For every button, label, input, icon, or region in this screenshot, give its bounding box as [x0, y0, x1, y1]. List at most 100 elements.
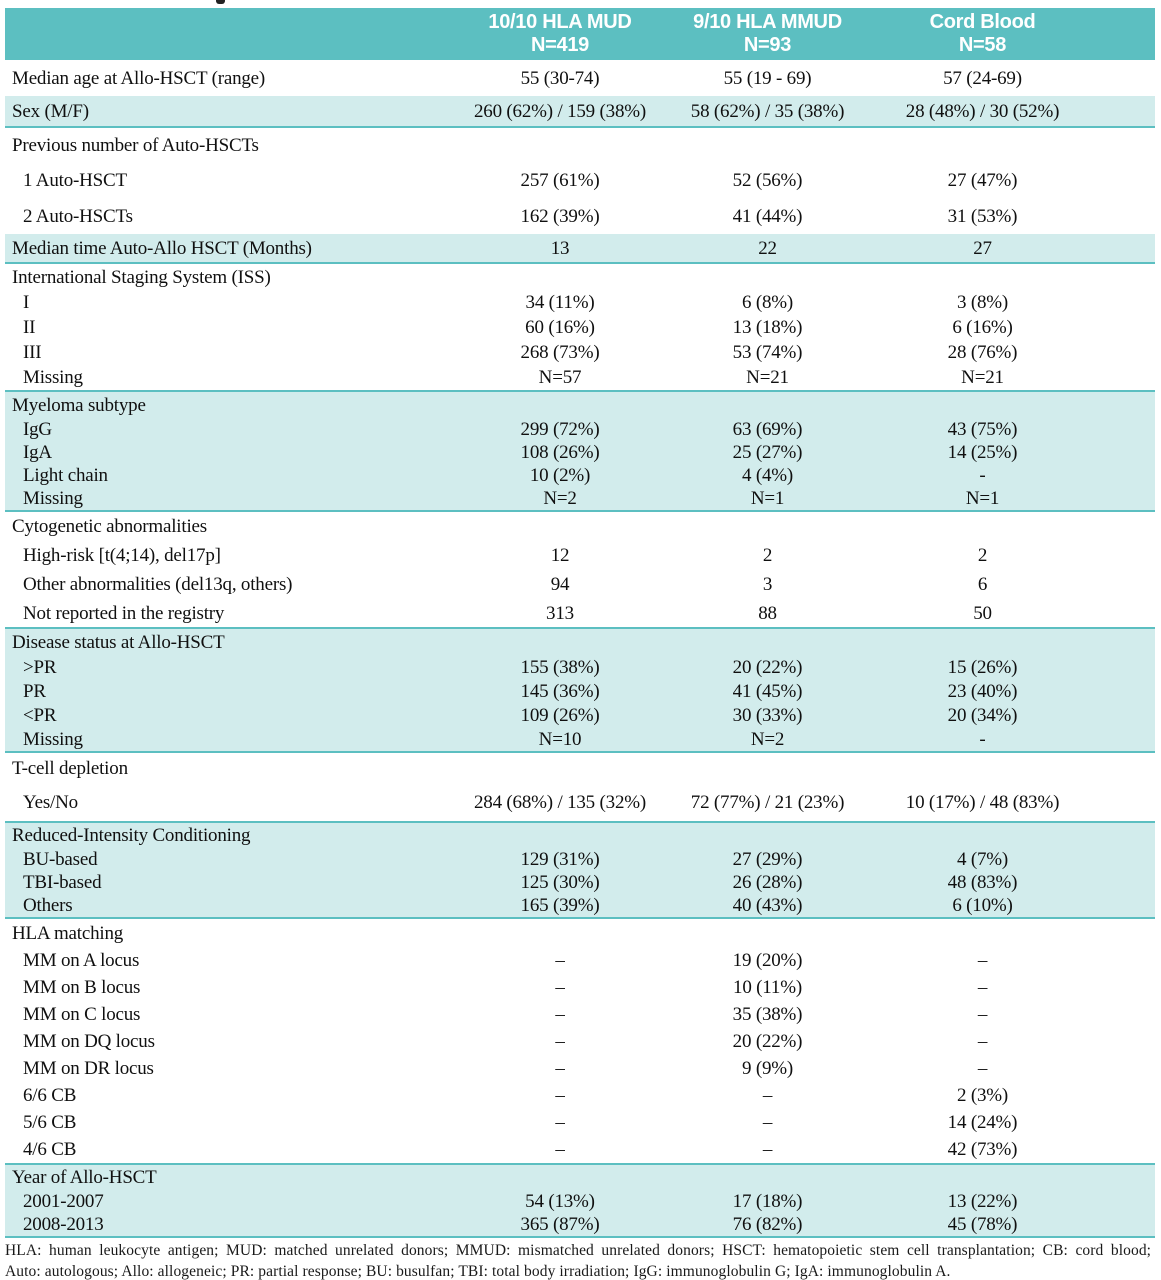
row-label: 5/6 CB: [23, 1112, 77, 1133]
table-row: High-risk [t(4;14), del17p] 12 2 2: [5, 541, 1155, 570]
value-cell: 43 (75%): [947, 419, 1018, 440]
table-row: Missing N=2 N=1 N=1: [5, 487, 1155, 512]
column-title: 9/10 HLA MMUD: [693, 11, 842, 33]
section-header-row: Year of Allo-HSCT: [5, 1163, 1155, 1190]
value-cell: 35 (38%): [732, 1004, 803, 1025]
value-cell: –: [762, 1085, 773, 1106]
table-row: Other abnormalities (del13q, others) 94 3 6: [5, 570, 1155, 599]
value-cell: –: [977, 1058, 988, 1079]
value-cell: 313: [546, 602, 574, 624]
row-label: 2 Auto-HSCTs: [23, 205, 133, 227]
column-header: 10/10 HLA MUD N=419: [450, 11, 670, 57]
characteristics-table: 10/10 HLA MUD N=419 9/10 HLA MMUD N=93 Cord …: [5, 8, 1155, 1238]
row-label: High-risk [t(4;14), del17p]: [23, 545, 221, 566]
section-header-row: Disease status at Allo-HSCT: [5, 627, 1155, 655]
row-label: International Staging System (ISS): [12, 266, 271, 288]
row-label: Missing: [23, 488, 83, 509]
row-label: <PR: [23, 704, 57, 726]
value-cell: 40 (43%): [732, 895, 803, 916]
value-cell: 284 (68%) / 135 (32%): [473, 791, 647, 813]
row-label: Year of Allo-HSCT: [12, 1167, 157, 1188]
value-cell: 125 (30%): [520, 872, 600, 893]
section-header-row: Previous number of Auto-HSCTs: [5, 128, 1155, 162]
row-label: Missing: [23, 728, 83, 750]
table-row: Missing N=57 N=21 N=21: [5, 365, 1155, 390]
row-label: HLA matching: [12, 922, 124, 944]
section-header-row: T-cell depletion: [5, 753, 1155, 783]
value-cell: 76 (82%): [732, 1214, 803, 1235]
value-cell: 53 (74%): [732, 342, 803, 363]
value-cell: 20 (22%): [732, 656, 803, 678]
table-row: MM on C locus – 35 (38%) –: [5, 1001, 1155, 1028]
table-row: 6/6 CB – – 2 (3%): [5, 1082, 1155, 1109]
value-cell: 17 (18%): [732, 1191, 803, 1212]
row-label: >PR: [23, 656, 57, 678]
row-label: Other abnormalities (del13q, others): [23, 574, 293, 595]
column-title: Cord Blood: [929, 11, 1036, 33]
value-cell: 20 (22%): [732, 1031, 803, 1052]
value-cell: 26 (28%): [732, 872, 803, 893]
row-label: MM on DQ locus: [23, 1031, 155, 1052]
value-cell: 63 (69%): [732, 419, 803, 440]
row-label: T-cell depletion: [12, 757, 128, 779]
value-cell: 3 (8%): [956, 292, 1009, 313]
value-cell: 9 (9%): [741, 1058, 794, 1079]
table-row: IgG 299 (72%) 63 (69%) 43 (75%): [5, 418, 1155, 441]
table-row: MM on B locus – 10 (11%) –: [5, 974, 1155, 1001]
value-cell: –: [555, 1031, 565, 1052]
row-label: MM on B locus: [23, 977, 141, 998]
row-label: MM on DR locus: [23, 1058, 154, 1079]
value-cell: 2: [762, 545, 773, 566]
value-cell: 13 (18%): [732, 317, 803, 338]
row-label: Missing: [23, 367, 83, 388]
table-row: 5/6 CB – – 14 (24%): [5, 1109, 1155, 1136]
table-row: MM on DR locus – 9 (9%) –: [5, 1055, 1155, 1082]
value-cell: N=2: [543, 488, 577, 509]
value-cell: 27 (29%): [732, 849, 803, 870]
column-title: 10/10 HLA MUD: [488, 11, 632, 33]
row-label: 6/6 CB: [23, 1085, 77, 1106]
row-label: TBI-based: [23, 872, 102, 893]
column-n-count: N=58: [958, 34, 1007, 56]
value-cell: 20 (34%): [947, 704, 1018, 726]
row-label: II: [23, 317, 36, 338]
value-cell: 365 (87%): [520, 1214, 600, 1235]
value-cell: 28 (48%) / 30 (52%): [905, 100, 1060, 122]
value-cell: 41 (44%): [732, 205, 803, 227]
row-label: Sex (M/F): [12, 100, 89, 122]
value-cell: 54 (13%): [525, 1191, 595, 1212]
row-label: III: [23, 342, 42, 363]
row-label: 2008-2013: [23, 1214, 104, 1235]
value-cell: N=57: [538, 367, 582, 388]
row-label: Previous number of Auto-HSCTs: [12, 134, 259, 156]
value-cell: N=1: [965, 488, 1000, 509]
row-label: 4/6 CB: [23, 1139, 77, 1160]
row-label: Cytogenetic abnormalities: [12, 516, 207, 537]
table-body: Median age at Allo-HSCT (range) 55 (30-74…: [5, 60, 1155, 1238]
row-label: IgG: [23, 419, 52, 440]
value-cell: 13 (22%): [947, 1191, 1018, 1212]
table-row: IgA 108 (26%) 25 (27%) 14 (25%): [5, 441, 1155, 464]
value-cell: 30 (33%): [732, 704, 803, 726]
value-cell: –: [555, 1085, 565, 1106]
value-cell: 2: [977, 545, 988, 566]
value-cell: 260 (62%) / 159 (38%): [473, 100, 647, 122]
value-cell: –: [555, 950, 565, 971]
table-row: 1 Auto-HSCT 257 (61%) 52 (56%) 27 (47%): [5, 162, 1155, 198]
value-cell: 23 (40%): [947, 680, 1018, 702]
value-cell: 4 (7%): [956, 849, 1009, 870]
row-label: Median age at Allo-HSCT (range): [12, 67, 266, 89]
value-cell: 6 (16%): [952, 317, 1013, 338]
table-row: >PR 155 (38%) 20 (22%) 15 (26%): [5, 655, 1155, 679]
section-header-row: Myeloma subtype: [5, 390, 1155, 418]
value-cell: 4 (4%): [741, 465, 794, 486]
value-cell: 25 (27%): [732, 442, 803, 463]
value-cell: N=1: [750, 488, 785, 509]
row-label: Not reported in the registry: [23, 602, 225, 624]
table-row: 2001-2007 54 (13%) 17 (18%) 13 (22%): [5, 1190, 1155, 1213]
row-label: MM on C locus: [23, 1004, 141, 1025]
value-cell: -: [979, 465, 986, 486]
row-label: Median time Auto-Allo HSCT (Months): [12, 237, 312, 259]
value-cell: –: [555, 1004, 565, 1025]
